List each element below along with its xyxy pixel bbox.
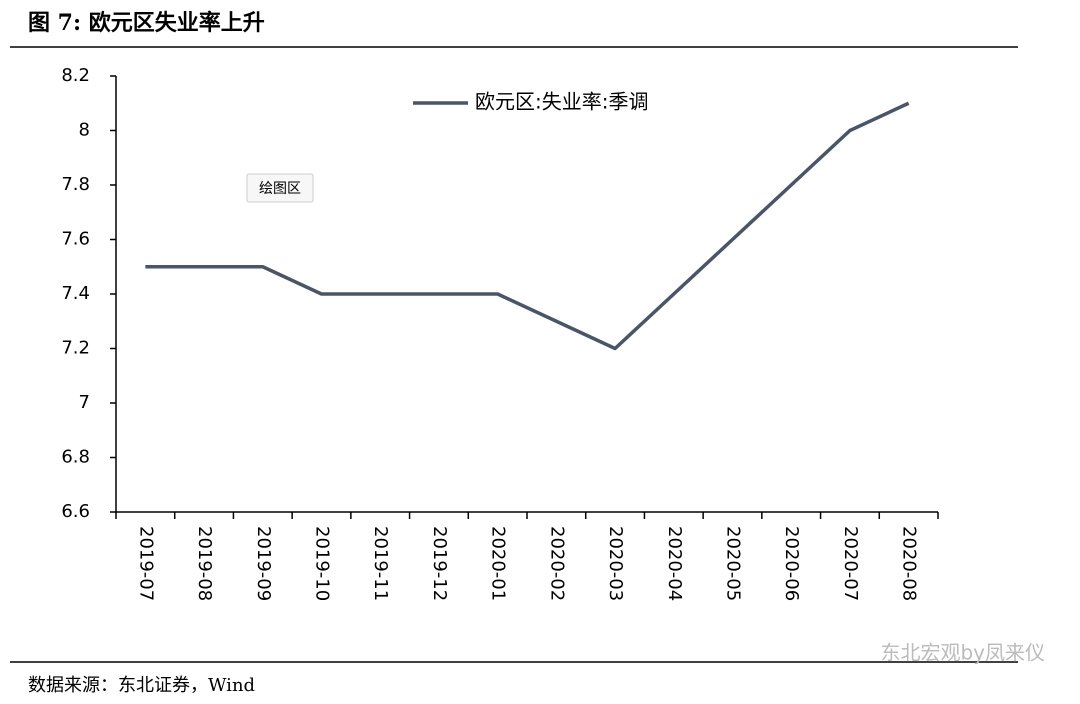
x-tick-label: 2020-08 <box>899 526 920 601</box>
y-tick-label: 6.6 <box>61 501 90 522</box>
x-tick-label: 2019-12 <box>429 526 450 601</box>
y-tick-label: 8 <box>79 120 90 141</box>
tooltip-box <box>246 173 314 203</box>
y-tick-label: 8.2 <box>61 65 90 86</box>
x-tick-label: 2020-05 <box>723 526 744 601</box>
x-tick-label: 2020-02 <box>546 526 567 601</box>
watermark: 东北宏观by凤来仪 <box>880 641 1045 665</box>
x-tick-label: 2019-09 <box>253 526 274 601</box>
x-tick-label: 2019-07 <box>135 526 156 601</box>
x-tick-label: 2019-08 <box>194 526 215 601</box>
y-tick-label: 6.8 <box>61 447 90 468</box>
y-tick-label: 7.2 <box>61 338 90 359</box>
y-tick-label: 7.6 <box>61 229 90 250</box>
x-tick-label: 2020-06 <box>781 526 802 601</box>
x-tick-label: 2020-04 <box>664 526 685 601</box>
y-tick-label: 7 <box>79 392 90 413</box>
line-series <box>145 101 910 351</box>
tooltip: 绘图区 <box>259 181 301 197</box>
x-tick-label: 2020-03 <box>605 526 626 601</box>
x-tick-label: 2020-01 <box>488 526 509 601</box>
x-tick-label: 2020-07 <box>840 526 861 601</box>
y-tick-label: 7.4 <box>61 283 90 304</box>
legend-label: 欧元区:失业率:季调 <box>475 90 648 114</box>
x-tick-label: 2019-10 <box>312 526 333 601</box>
x-tick-label: 2019-11 <box>370 526 391 601</box>
y-tick-label: 7.8 <box>61 174 90 195</box>
source-note: 数据来源：东北证券，Wind <box>28 675 255 696</box>
chart-title: 图 7: 欧元区失业率上升 <box>28 10 265 36</box>
